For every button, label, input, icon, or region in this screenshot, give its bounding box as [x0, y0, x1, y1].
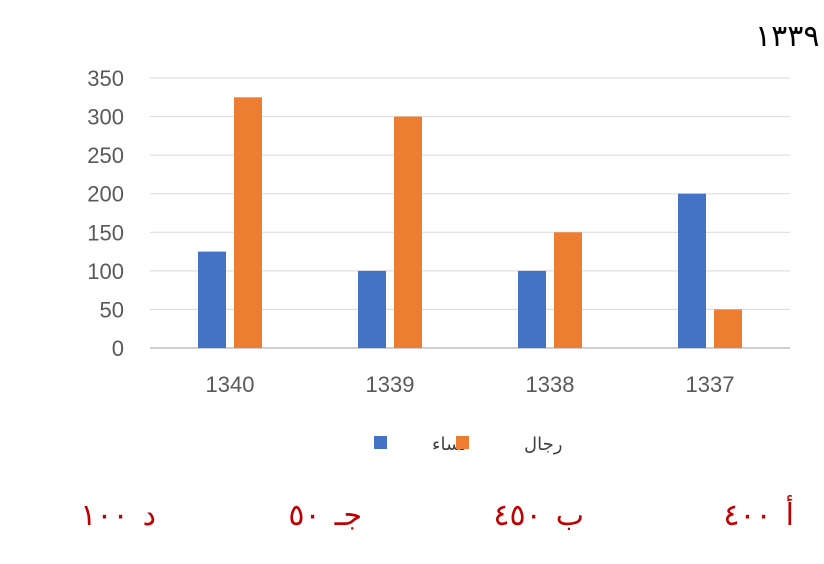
x-tick-label: 1338 [526, 372, 575, 397]
answer-b-value: ٤٥٠ [493, 498, 541, 533]
answer-c-value: ٥٠ [288, 498, 320, 533]
y-tick-label: 200 [87, 182, 124, 207]
bar-women-1337 [678, 194, 706, 348]
bar-women-1340 [198, 252, 226, 348]
x-tick-label: 1340 [206, 372, 255, 397]
x-axis-ticks: 1340 1339 1338 1337 [206, 372, 735, 397]
answer-d-value: ١٠٠ [80, 498, 128, 533]
answer-d[interactable]: د ١٠٠ [80, 498, 156, 533]
legend-swatch-women [374, 436, 387, 449]
y-tick-label: 350 [87, 66, 124, 91]
answer-a-letter: أ [786, 498, 794, 533]
y-tick-label: 0 [112, 336, 124, 361]
legend: نساء رجال [374, 434, 562, 455]
answer-choices: أ ٤٠٠ ب ٤٥٠ جـ ٥٠ د ١٠٠ [0, 498, 824, 548]
bars [198, 97, 742, 348]
answer-b-letter: ب [556, 498, 584, 533]
chart-title: أوجد مجموع الرجال والنساء في عام ١٣٣٩ [755, 15, 824, 54]
bar-men-1338 [554, 232, 582, 348]
legend-swatch-men [456, 436, 469, 449]
bar-women-1338 [518, 271, 546, 348]
answer-d-letter: د [143, 498, 156, 533]
y-axis-ticks: 0 50 100 150 200 250 300 350 [87, 66, 124, 361]
y-tick-label: 300 [87, 105, 124, 130]
x-tick-label: 1337 [686, 372, 735, 397]
x-tick-label: 1339 [366, 372, 415, 397]
y-tick-label: 50 [100, 297, 124, 322]
bar-women-1339 [358, 271, 386, 348]
answer-c[interactable]: جـ ٥٠ [288, 498, 362, 533]
y-tick-label: 100 [87, 259, 124, 284]
legend-label-men: رجال [524, 434, 562, 455]
answer-a[interactable]: أ ٤٠٠ [723, 498, 794, 533]
answer-c-letter: جـ [335, 498, 362, 533]
y-tick-label: 150 [87, 220, 124, 245]
chart: أوجد مجموع الرجال والنساء في عام ١٣٣٩ 0 5… [0, 0, 824, 490]
y-tick-label: 250 [87, 143, 124, 168]
bar-men-1340 [234, 97, 262, 348]
answer-a-value: ٤٠٠ [723, 498, 771, 533]
bar-men-1339 [394, 117, 422, 348]
bar-men-1337 [714, 309, 742, 348]
answer-b[interactable]: ب ٤٥٠ [493, 498, 584, 533]
